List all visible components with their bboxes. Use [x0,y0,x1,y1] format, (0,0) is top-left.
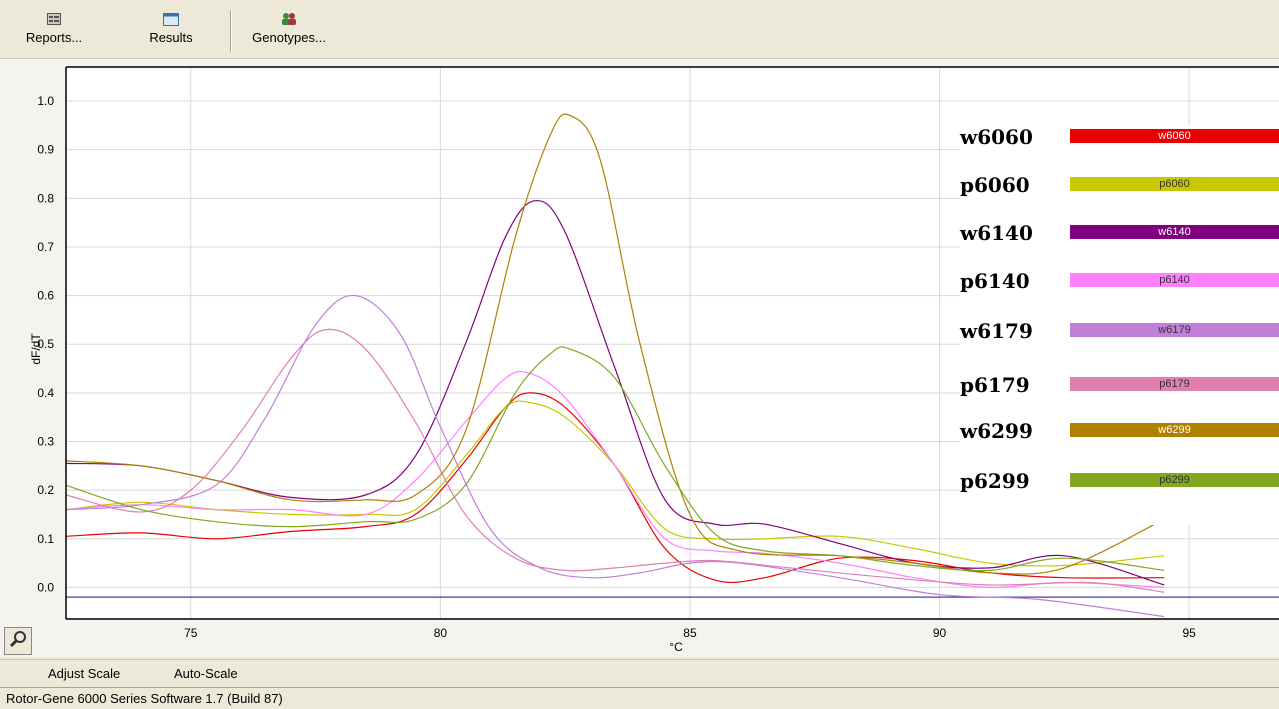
legend-swatch-p6299[interactable]: p6299 [1070,473,1279,487]
x-axis-label: °C [669,640,683,654]
legend-swatch-w6060[interactable]: w6060 [1070,129,1279,143]
legend-name-w6179: w6179 [960,319,1033,343]
y-tick-label: 0.1 [37,532,54,546]
zoom-button[interactable] [4,627,32,655]
tick-labels: 75 80 85 90 95 0.0 0.1 0.2 0.3 0.4 0.5 0.6 0.7 0.8 0.9… [37,94,1196,640]
reports-icon [47,8,61,30]
legend-name-w6060: w6060 [960,125,1033,149]
y-tick-label: 0.7 [37,240,54,254]
genotypes-button[interactable]: Genotypes... [240,8,338,52]
x-tick-label: 85 [683,626,697,640]
toolbar: Reports... Results Genotypes... [0,0,1279,59]
y-tick-label: 0.8 [37,191,54,205]
people-icon [280,8,298,30]
legend: w6060 w6060 p6060 p6060 w6140 w6140 p6140 p6140… [960,125,1279,525]
legend-swatch-p6179[interactable]: p6179 [1070,377,1279,391]
legend-name-w6140: w6140 [960,221,1033,245]
x-tick-label: 90 [933,626,947,640]
y-tick-label: 0.6 [37,289,54,303]
legend-swatch-p6140[interactable]: p6140 [1070,273,1279,287]
results-window-icon [163,8,179,30]
series-line-w6179 [65,294,1165,618]
legend-name-p6299: p6299 [960,469,1030,493]
status-bar: Rotor-Gene 6000 Series Software 1.7 (Bui… [0,687,1279,708]
legend-swatch-w6140[interactable]: w6140 [1070,225,1279,239]
y-tick-label: 0.4 [37,386,54,400]
series-line-p6179 [65,328,1165,593]
y-tick-label: 0.2 [37,483,54,497]
zoom-magnifier-icon [8,629,28,654]
legend-name-w6299: w6299 [960,419,1033,443]
legend-name-p6140: p6140 [960,269,1030,293]
reports-label: Reports... [25,30,83,45]
y-tick-label: 0.0 [37,580,54,594]
series-line-w6060 [65,392,1165,584]
legend-swatch-w6179[interactable]: w6179 [1070,323,1279,337]
reports-button[interactable]: Reports... [24,8,84,52]
toolbar-separator [230,10,232,52]
x-tick-label: 95 [1182,626,1196,640]
series-line-p6140 [65,370,1165,589]
auto-scale-button[interactable]: Auto-Scale [174,666,238,681]
y-tick-label: 0.3 [37,434,54,448]
x-tick-label: 75 [184,626,198,640]
legend-name-p6179: p6179 [960,373,1030,397]
plot-panel: 75 80 85 90 95 0.0 0.1 0.2 0.3 0.4 0.5 0.6 0.7 0.8 0.9… [0,59,1279,657]
series-line-p6060 [65,400,1165,567]
y-tick-label: 0.5 [37,337,54,351]
results-button[interactable]: Results [142,8,200,52]
y-tick-label: 0.9 [37,143,54,157]
series-line-p6299 [65,346,1165,572]
results-label: Results [149,30,193,45]
adjust-scale-button[interactable]: Adjust Scale [48,666,121,681]
scale-bar: Adjust Scale Auto-Scale [0,659,1279,686]
series-lines [65,113,1165,618]
genotypes-label: Genotypes... [252,30,326,45]
legend-name-p6060: p6060 [960,173,1030,197]
axes [65,66,1279,620]
x-tick-label: 80 [434,626,448,640]
series-line-w6299 [65,113,1165,575]
y-axis-label: dF/dT [29,333,43,365]
legend-swatch-p6060[interactable]: p6060 [1070,177,1279,191]
y-tick-label: 1.0 [37,94,54,108]
legend-swatch-w6299[interactable]: w6299 [1070,423,1279,437]
